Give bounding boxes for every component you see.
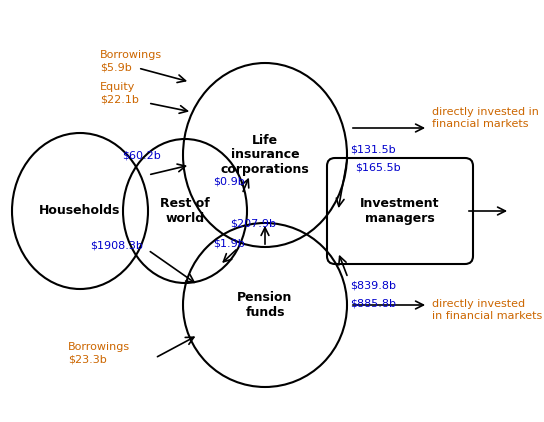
Text: $22.1b: $22.1b — [100, 95, 139, 105]
Text: $60.2b: $60.2b — [122, 150, 160, 160]
Text: Life
insurance
corporations: Life insurance corporations — [221, 133, 310, 176]
Text: Borrowings: Borrowings — [68, 342, 130, 352]
Text: $5.9b: $5.9b — [100, 63, 132, 73]
Text: Households: Households — [39, 205, 121, 217]
Text: $165.5b: $165.5b — [355, 162, 400, 172]
Text: Pension
funds: Pension funds — [237, 291, 293, 319]
Text: $1.9b: $1.9b — [213, 238, 245, 248]
Text: Investment
managers: Investment managers — [360, 197, 440, 225]
Text: $131.5b: $131.5b — [350, 145, 395, 155]
Text: Borrowings: Borrowings — [100, 50, 162, 60]
Text: $1908.3b: $1908.3b — [90, 240, 143, 250]
Text: Rest of
world: Rest of world — [160, 197, 210, 225]
Text: $839.8b: $839.8b — [350, 280, 396, 290]
Text: Equity: Equity — [100, 82, 135, 92]
Text: directly invested in
financial markets: directly invested in financial markets — [432, 107, 539, 129]
Text: $207.9b: $207.9b — [230, 218, 276, 228]
Text: $23.3b: $23.3b — [68, 355, 107, 365]
Text: $885.8b: $885.8b — [350, 298, 396, 308]
Text: directly invested
in financial markets: directly invested in financial markets — [432, 299, 542, 321]
Text: $0.9b: $0.9b — [213, 176, 245, 186]
